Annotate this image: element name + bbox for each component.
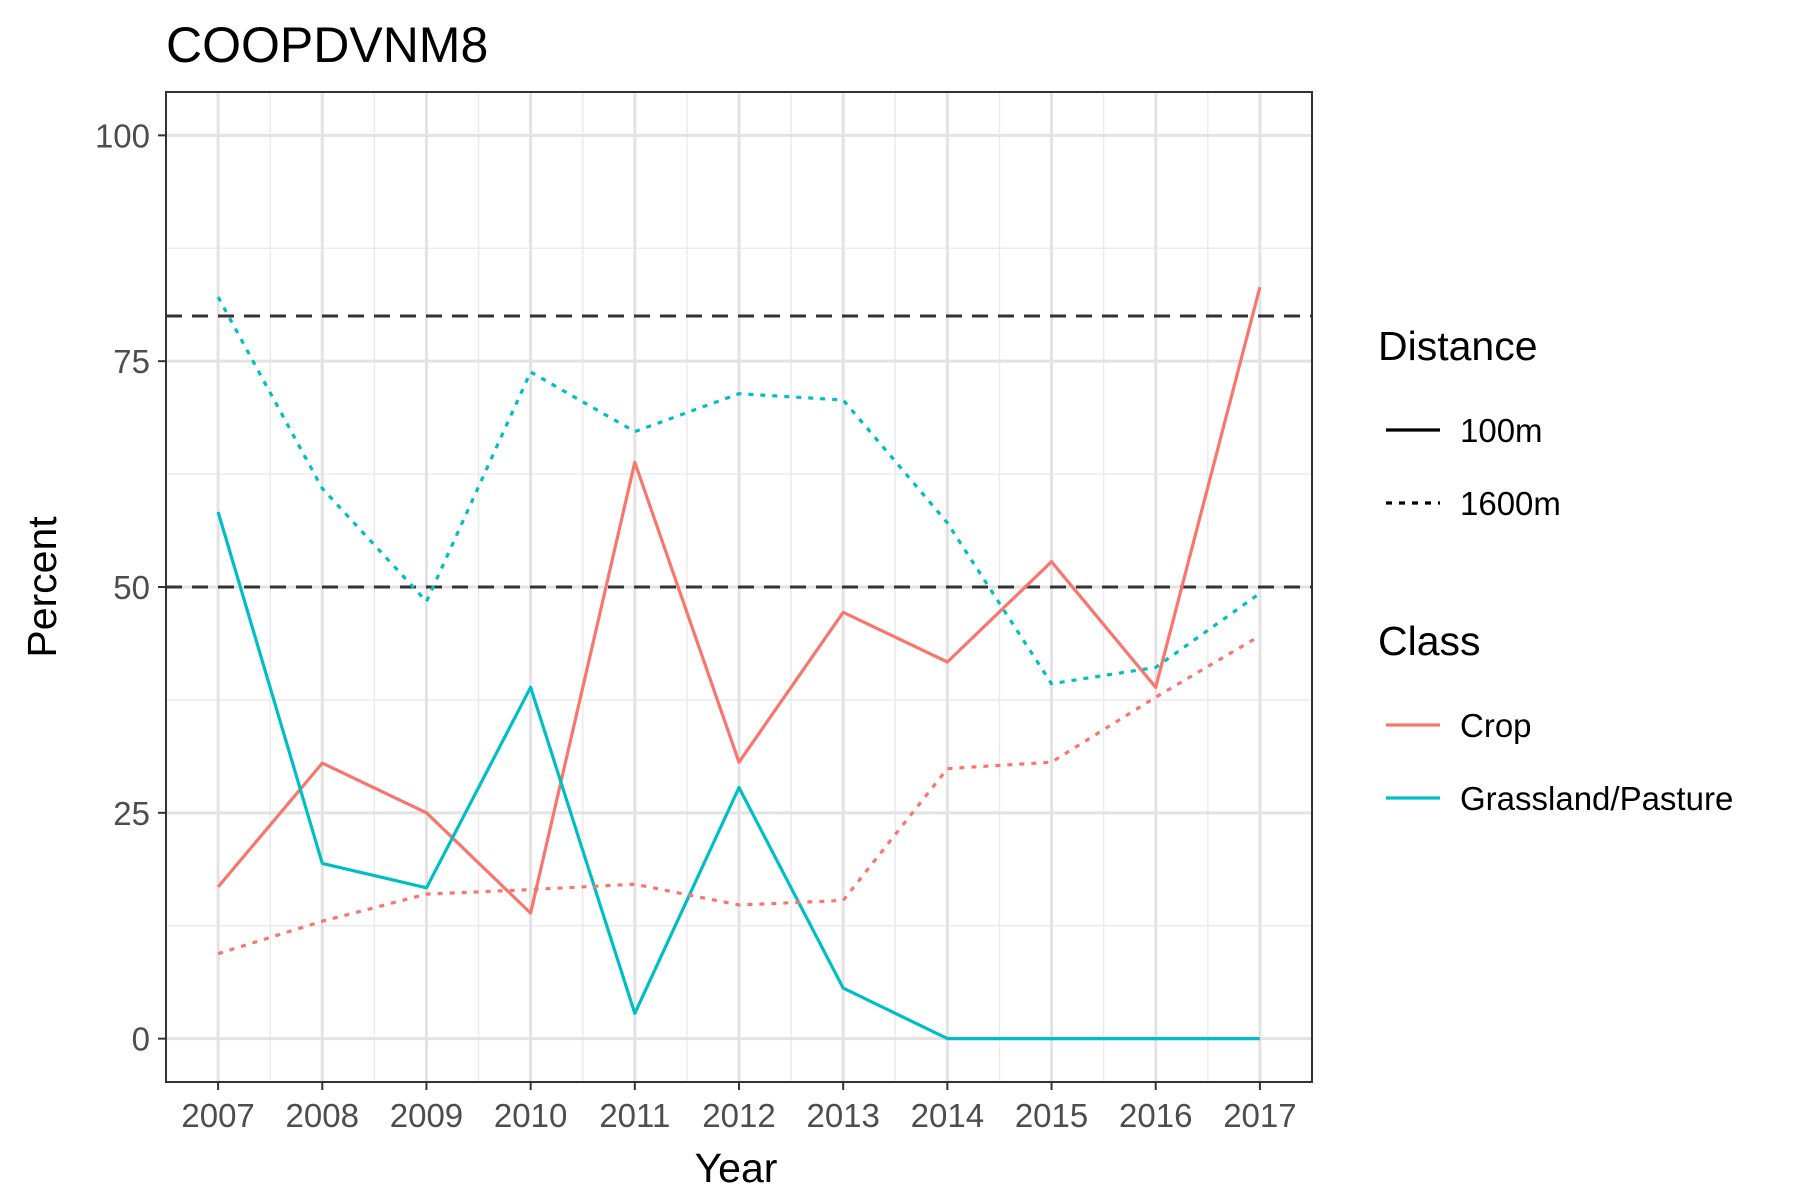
chart-title: COOPDVNM8 xyxy=(166,17,488,73)
x-tick-label: 2011 xyxy=(599,1097,670,1134)
y-tick-label: 75 xyxy=(113,343,150,380)
x-tick-label: 2015 xyxy=(1015,1097,1088,1134)
legend-entry-label: Crop xyxy=(1460,707,1532,744)
x-tick-label: 2016 xyxy=(1119,1097,1192,1134)
x-tick-label: 2012 xyxy=(702,1097,775,1134)
legend-title: Distance xyxy=(1378,323,1538,369)
legend-title: Class xyxy=(1378,618,1481,664)
series-lines xyxy=(216,286,1262,1041)
series-line-grassland-pasture-100m xyxy=(216,511,1260,1041)
x-tick-label: 2017 xyxy=(1223,1097,1296,1134)
series-line-grassland-pasture-1600m xyxy=(216,296,1261,686)
x-tick-label: 2008 xyxy=(286,1097,359,1134)
x-tick-label: 2013 xyxy=(806,1097,879,1134)
legend-entry-label: Grassland/Pasture xyxy=(1460,780,1733,817)
x-tick-label: 2007 xyxy=(181,1097,254,1134)
reference-lines xyxy=(166,314,1312,589)
legend: Distance 100m 1600m Class Crop Grassland/Past… xyxy=(1378,323,1733,817)
series-line-crop-1600m xyxy=(217,634,1261,956)
y-tick-label: 25 xyxy=(113,795,150,832)
x-tick-label: 2014 xyxy=(911,1097,984,1134)
y-tick-label: 0 xyxy=(132,1021,150,1058)
y-tick-label: 100 xyxy=(95,117,150,154)
y-axis-title: Percent xyxy=(19,516,65,658)
x-axis-title: Year xyxy=(695,1145,778,1191)
legend-entry-label: 1600m xyxy=(1460,485,1561,522)
y-tick-label: 50 xyxy=(113,569,150,606)
x-tick-label: 2010 xyxy=(494,1097,567,1134)
axes: 0 25 50 75 100 2007 2008 2009 2010 2011 2012 2013 20… xyxy=(95,117,1297,1134)
x-tick-label: 2009 xyxy=(390,1097,463,1134)
series-line-crop-100m xyxy=(216,286,1262,915)
legend-entry-label: 100m xyxy=(1460,412,1543,449)
